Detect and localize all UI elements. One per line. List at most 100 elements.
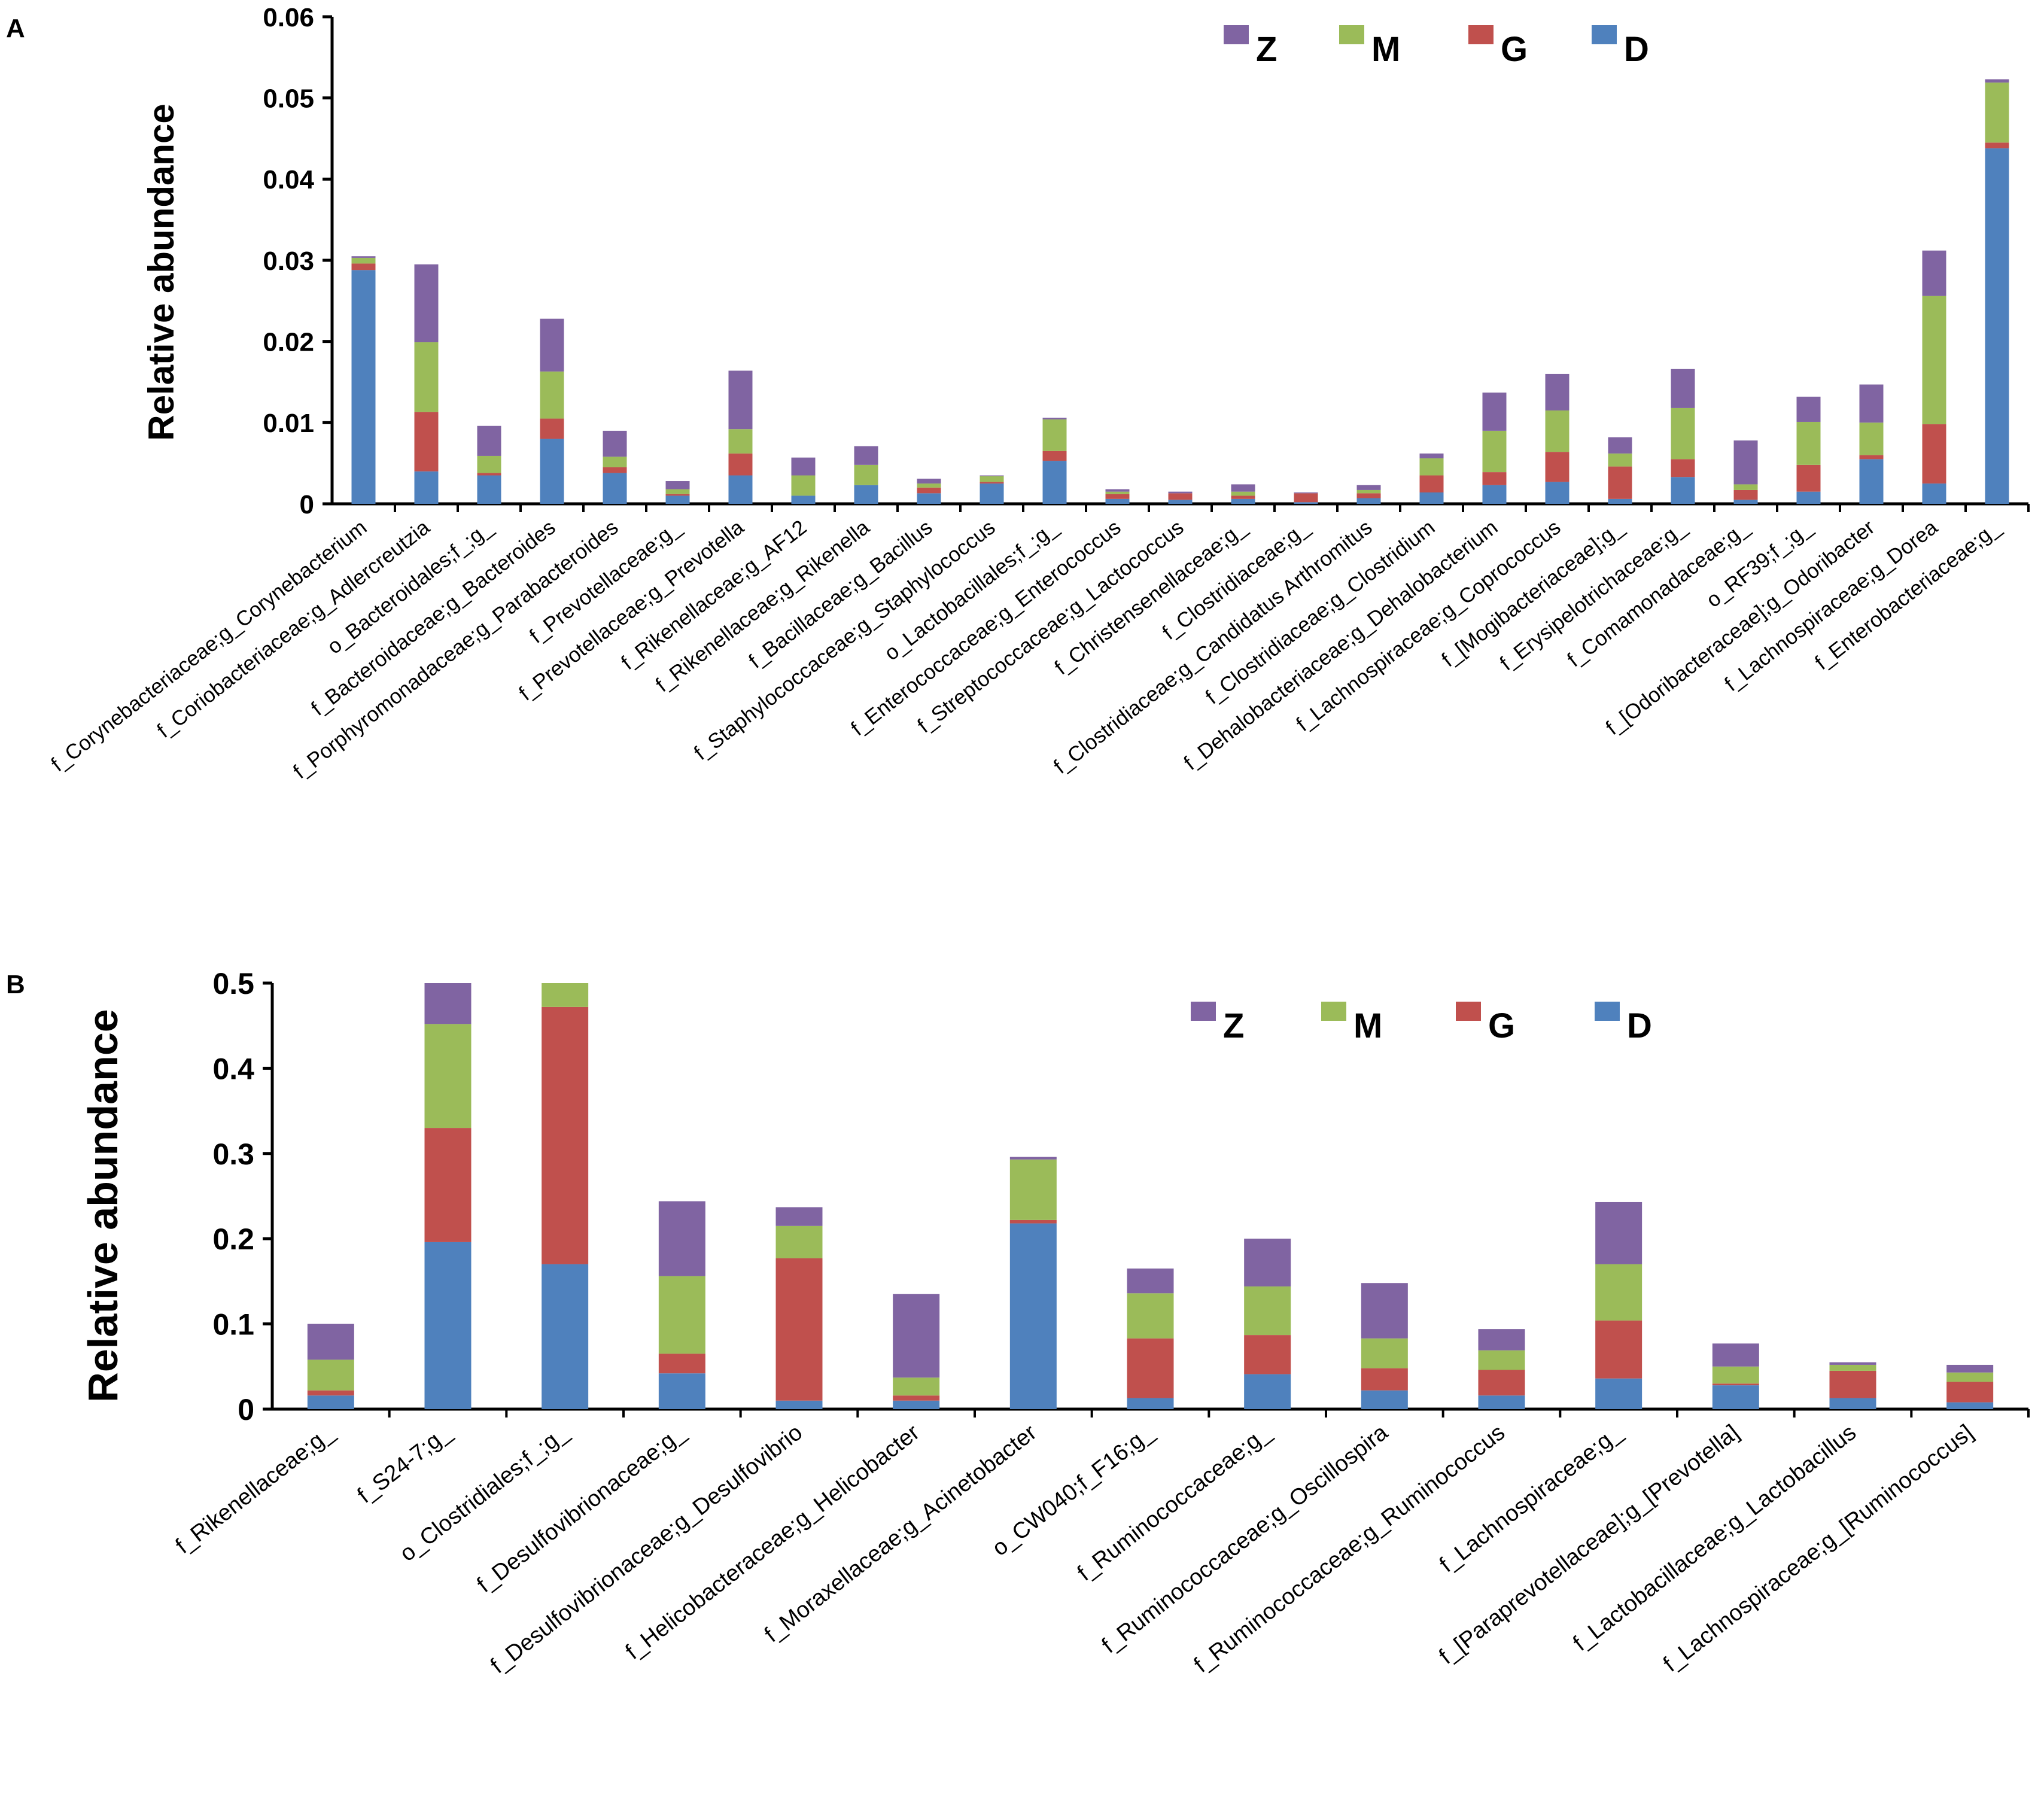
panel-b-bar-d-9	[1361, 1390, 1408, 1409]
panel-a-legend-swatch-z	[1224, 25, 1249, 44]
panel-b-y-tick-label: 0.5	[212, 967, 254, 1000]
panel-a-bar-d-2	[477, 475, 501, 504]
panel-a-bar-g-22	[1733, 489, 1758, 500]
panel-b-bar-z-9	[1361, 1283, 1408, 1339]
panel-a-legend-label-m: M	[1371, 30, 1400, 69]
panel-b-bar-g-6	[1009, 1219, 1057, 1224]
panel-b-bar-d-8	[1244, 1374, 1291, 1409]
panel-a-bar-m-22	[1733, 484, 1758, 490]
panel-a-bar-z-0	[351, 256, 376, 258]
panel-a-y-tick-label: 0	[300, 490, 314, 519]
panel-b-bar-z-7	[1127, 1269, 1174, 1294]
panel-a-y-tick-label: 0.01	[263, 409, 314, 438]
panel-b-bar-m-4	[775, 1225, 823, 1258]
panel-b-bar-m-1	[424, 1024, 472, 1128]
panel-a-bar-z-1	[414, 264, 439, 343]
panel-b-bar-z-6	[1009, 1157, 1057, 1160]
panel-a-bar-m-8	[854, 464, 878, 485]
panel-a-bar-g-14	[1231, 495, 1255, 499]
panel-b-bar-z-5	[893, 1294, 940, 1378]
panel-a-bar-g-5	[665, 494, 690, 496]
panel-b-bar-g-8	[1244, 1335, 1291, 1374]
panel-a-legend-label-z: Z	[1256, 30, 1277, 69]
panel-b-bar-g-14	[1946, 1382, 1994, 1403]
panel-a-bar-m-2	[477, 455, 501, 473]
panel-a-bar-d-22	[1733, 500, 1758, 504]
panel-a-bar-m-4	[603, 457, 627, 467]
panel-a-bar-g-6	[728, 453, 753, 476]
panel-a-legend-label-d: D	[1624, 30, 1649, 69]
panel-a-bar-m-18	[1482, 430, 1507, 473]
panel-b-category-label: f_Desulfovibrionaceae;g_	[473, 1419, 691, 1598]
panel-a-legend-label-g: G	[1501, 30, 1528, 69]
panel-a-bar-m-25	[1922, 296, 1946, 425]
panel-a-letter: A	[6, 14, 25, 43]
panel-a-bar-z-4	[603, 430, 627, 457]
panel-b-bar-z-3	[658, 1201, 705, 1276]
panel-a-bar-z-19	[1545, 373, 1570, 410]
panel-a-bar-d-19	[1545, 482, 1570, 504]
panel-a-y-axis-title: Relative abundance	[141, 104, 181, 441]
panel-a-bar-m-19	[1545, 410, 1570, 452]
panel-b-y-tick-label: 0	[238, 1393, 254, 1426]
panel-a-bar-m-10	[980, 476, 1004, 482]
panel-a-bar-m-24	[1859, 422, 1884, 455]
panel-b-bar-z-4	[775, 1207, 823, 1226]
panel-a-bar-z-24	[1859, 384, 1884, 423]
panel-b-legend-label-z: Z	[1223, 1006, 1244, 1045]
panel-b-bar-g-9	[1361, 1368, 1408, 1391]
panel-a-y-tick-label: 0.04	[263, 165, 314, 194]
panel-a-bar-z-6	[728, 370, 753, 430]
panel-a-bar-z-17	[1419, 453, 1444, 459]
panel-a-bar-g-25	[1922, 424, 1946, 484]
panel-a-bar-d-14	[1231, 498, 1255, 504]
panel-a-bar-d-5	[665, 495, 690, 504]
panel-b-bar-d-12	[1712, 1385, 1759, 1409]
panel-a-bar-g-2	[477, 473, 501, 476]
panel-a-bar-d-21	[1671, 477, 1695, 504]
panel-b-bar-m-13	[1829, 1364, 1876, 1371]
panel-b-bar-m-9	[1361, 1338, 1408, 1368]
panel-a-bar-z-26	[1985, 79, 2009, 83]
panel-b-bar-g-5	[893, 1395, 940, 1401]
panel-a-bar-m-5	[665, 489, 690, 494]
panel-b-bar-m-10	[1478, 1350, 1525, 1370]
panel-b-category-label: f_S24-7;g_	[353, 1419, 457, 1508]
panel-b-bar-m-3	[658, 1276, 705, 1354]
panel-a-bar-d-13	[1168, 500, 1193, 504]
panel-a-bar-d-20	[1608, 498, 1632, 504]
panel-b-bar-m-0	[307, 1359, 354, 1391]
panel-b-bar-g-1	[424, 1128, 472, 1242]
panel-b-bar-m-8	[1244, 1286, 1291, 1336]
panel-a-bar-d-4	[603, 473, 627, 504]
panel-b-bar-d-4	[775, 1400, 823, 1409]
panel-a-bar-m-6	[728, 429, 753, 454]
panel-b-y-tick-label: 0.3	[212, 1137, 254, 1171]
panel-a-bar-d-24	[1859, 459, 1884, 504]
panel-a-bar-g-3	[540, 418, 564, 439]
panel-a-bar-d-25	[1922, 483, 1946, 504]
panel-b-bar-d-3	[658, 1373, 705, 1409]
panel-a-bar-z-18	[1482, 393, 1507, 431]
panel-a-bar-d-17	[1419, 492, 1444, 504]
panel-a-bar-z-25	[1922, 250, 1946, 296]
panel-a-y-tick-label: 0.02	[263, 328, 314, 357]
panel-a-bar-d-23	[1796, 491, 1821, 504]
panel-a-bar-m-23	[1796, 421, 1821, 465]
panel-b-bar-g-7	[1127, 1338, 1174, 1398]
panel-b-bar-m-11	[1595, 1264, 1642, 1321]
panel-b-bar-m-14	[1946, 1372, 1994, 1382]
panel-b-letter: B	[6, 970, 25, 999]
panel-a-bar-z-20	[1608, 437, 1632, 454]
panel-a-bar-d-16	[1356, 498, 1381, 504]
panel-a-bar-d-10	[980, 483, 1004, 504]
panel-a-y-tick-label: 0.03	[263, 247, 314, 276]
panel-a-bar-d-26	[1985, 148, 2009, 504]
panel-a-bar-g-20	[1608, 466, 1632, 499]
panel-b-y-tick-label: 0.1	[212, 1308, 254, 1342]
panel-a-bar-z-7	[791, 457, 816, 476]
panel-a-y-tick-label: 0.06	[263, 3, 314, 32]
panel-a-bar-g-13	[1168, 493, 1193, 500]
panel-a-bar-m-1	[414, 342, 439, 412]
